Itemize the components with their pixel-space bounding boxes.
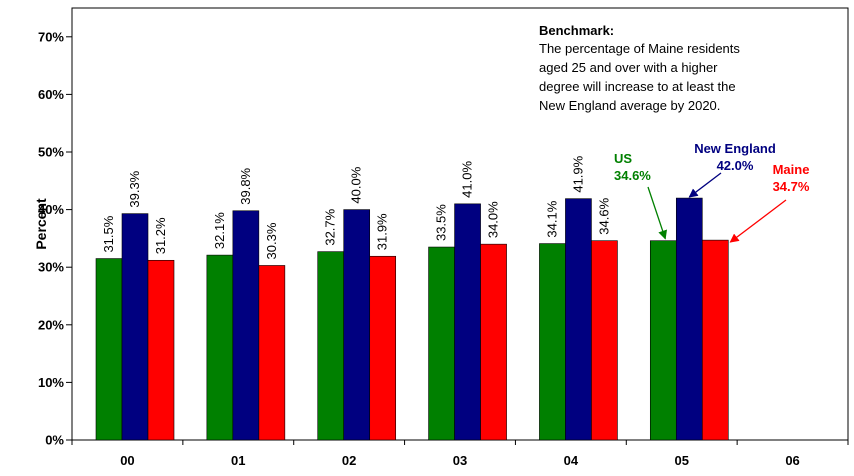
- callout-name: New England: [694, 141, 776, 156]
- benchmark-title: Benchmark:: [539, 23, 614, 38]
- data-label: 32.7%: [323, 208, 338, 245]
- y-tick-label: 40%: [38, 202, 64, 217]
- data-label: 34.6%: [596, 197, 611, 234]
- callout-name: US: [614, 151, 632, 166]
- data-label-group: 31.5% 32.1% 32.7% 33.5% 34.1% 39.3% 39.8% 40.0%…: [101, 155, 611, 259]
- bar-us: [539, 243, 566, 441]
- y-tick-label: 50%: [38, 145, 64, 160]
- x-axis: 00 01 02 03 04 05 06: [71, 440, 849, 468]
- y-tick-label: 70%: [38, 29, 64, 44]
- callout-name: Maine: [773, 162, 810, 177]
- bar-series-group: [95, 197, 729, 441]
- bar-new-england: [121, 213, 149, 441]
- x-tick-label: 03: [453, 453, 467, 468]
- callout-arrow: [729, 199, 787, 243]
- benchmark-text-line: degree will increase to at least the: [539, 79, 736, 94]
- bar-maine: [480, 243, 507, 441]
- data-label: 40.0%: [349, 166, 364, 203]
- data-label: 32.1%: [212, 212, 227, 249]
- y-tick-label: 30%: [38, 260, 64, 275]
- bar-maine: [258, 265, 286, 441]
- bar-maine: [369, 255, 397, 441]
- data-label: 39.3%: [127, 170, 142, 207]
- data-label: 33.5%: [434, 204, 449, 241]
- data-label: 34.1%: [544, 200, 559, 237]
- callout-value: 34.7%: [773, 179, 810, 194]
- bar-maine: [147, 259, 175, 441]
- data-label: 30.3%: [264, 222, 279, 259]
- callout-value: 42.0%: [717, 158, 754, 173]
- annotation-group: Benchmark: The percentage of Maine reside…: [539, 23, 810, 243]
- data-label: 34.0%: [486, 201, 501, 238]
- x-tick-label: 06: [785, 453, 799, 468]
- y-axis: 0% 10% 20% 30% 40% 50% 60% 70% Percent: [33, 29, 72, 448]
- data-label: 31.9%: [375, 213, 390, 250]
- callout-arrow: [688, 172, 722, 198]
- data-label: 31.2%: [153, 217, 168, 254]
- y-tick-label: 60%: [38, 87, 64, 102]
- bar-new-england: [454, 203, 481, 441]
- callout-value: 34.6%: [614, 168, 651, 183]
- y-tick-label: 0%: [45, 433, 64, 448]
- data-label: 39.8%: [238, 167, 253, 204]
- x-tick-label: 02: [342, 453, 356, 468]
- bar-us: [95, 258, 123, 441]
- data-label: 41.9%: [570, 155, 585, 192]
- x-tick-label: 01: [231, 453, 245, 468]
- benchmark-text-line: The percentage of Maine residents: [539, 41, 740, 56]
- bar-new-england: [565, 198, 592, 441]
- bar-us: [428, 246, 455, 441]
- bar-maine: [701, 239, 729, 441]
- bar-new-england: [232, 210, 260, 441]
- benchmark-text-line: aged 25 and over with a higher: [539, 60, 718, 75]
- y-axis-title: Percent: [33, 198, 49, 250]
- x-tick-label: 04: [564, 453, 579, 468]
- x-tick-label: 05: [674, 453, 688, 468]
- bar-new-england: [343, 209, 371, 441]
- y-tick-label: 10%: [38, 375, 64, 390]
- data-label: 31.5%: [101, 215, 116, 252]
- bar-us: [649, 240, 677, 441]
- bar-new-england: [675, 197, 703, 441]
- callout-arrow: [647, 186, 668, 240]
- bar-us: [317, 251, 345, 441]
- x-tick-label: 00: [120, 453, 134, 468]
- bar-maine: [591, 240, 618, 441]
- benchmark-text-line: New England average by 2020.: [539, 98, 720, 113]
- bar-us: [206, 254, 234, 441]
- data-label: 41.0%: [460, 161, 475, 198]
- y-tick-label: 20%: [38, 317, 64, 332]
